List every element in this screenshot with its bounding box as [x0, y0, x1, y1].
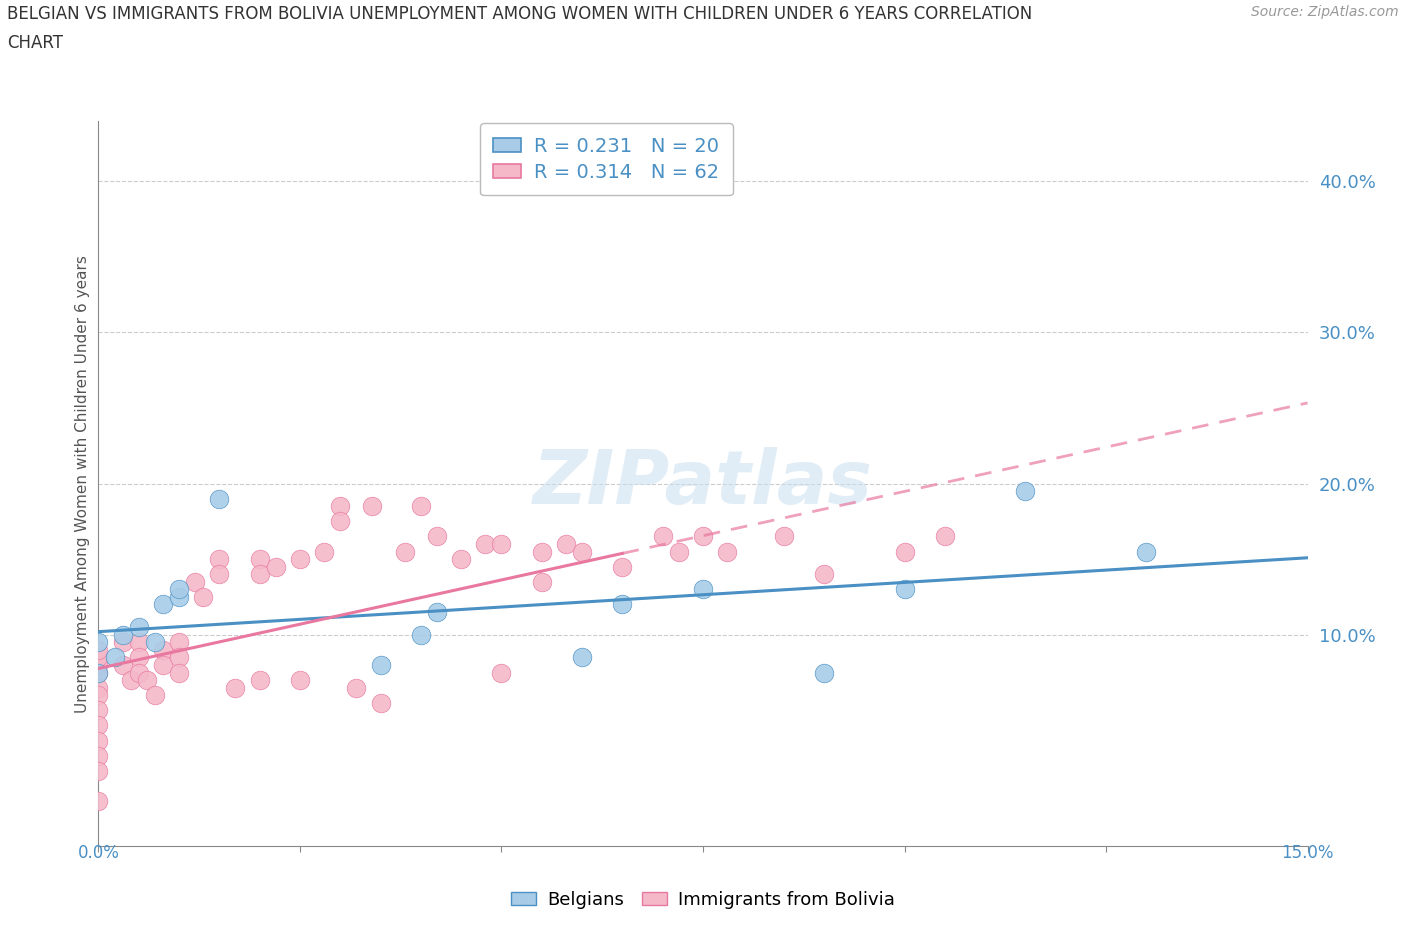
Point — [111, 628, 134, 643]
Point — [651, 529, 673, 544]
Point — [87, 793, 110, 808]
Point — [143, 635, 166, 650]
Point — [772, 529, 794, 544]
Point — [152, 597, 174, 612]
Point — [1135, 544, 1157, 559]
Point — [87, 718, 110, 733]
Point — [128, 635, 150, 650]
Point — [329, 498, 352, 513]
Point — [249, 551, 271, 566]
Point — [530, 575, 553, 590]
Point — [143, 688, 166, 703]
Point — [135, 672, 157, 687]
Point — [571, 650, 593, 665]
Point — [87, 703, 110, 718]
Point — [208, 491, 231, 506]
Point — [111, 658, 134, 672]
Point — [394, 544, 416, 559]
Point — [249, 672, 271, 687]
Point — [167, 650, 190, 665]
Point — [87, 658, 110, 672]
Point — [167, 665, 190, 680]
Point — [103, 650, 125, 665]
Point — [893, 582, 915, 597]
Point — [692, 529, 714, 544]
Point — [893, 544, 915, 559]
Point — [128, 619, 150, 634]
Point — [87, 680, 110, 695]
Point — [491, 665, 513, 680]
Point — [555, 537, 578, 551]
Point — [264, 559, 287, 574]
Point — [87, 748, 110, 763]
Point — [612, 597, 634, 612]
Point — [208, 551, 231, 566]
Point — [193, 590, 215, 604]
Point — [111, 635, 134, 650]
Point — [167, 590, 190, 604]
Point — [361, 498, 384, 513]
Point — [612, 559, 634, 574]
Text: 15.0%: 15.0% — [1281, 844, 1334, 862]
Point — [87, 764, 110, 778]
Point — [167, 635, 190, 650]
Point — [314, 544, 336, 559]
Point — [692, 582, 714, 597]
Point — [934, 529, 956, 544]
Point — [491, 537, 513, 551]
Point — [474, 537, 496, 551]
Point — [120, 672, 142, 687]
Point — [530, 544, 553, 559]
Point — [571, 544, 593, 559]
Point — [128, 650, 150, 665]
Point — [249, 567, 271, 582]
Point — [87, 688, 110, 703]
Text: BELGIAN VS IMMIGRANTS FROM BOLIVIA UNEMPLOYMENT AMONG WOMEN WITH CHILDREN UNDER : BELGIAN VS IMMIGRANTS FROM BOLIVIA UNEMP… — [7, 5, 1032, 22]
Point — [288, 672, 311, 687]
Point — [426, 529, 449, 544]
Legend: R = 0.231   N = 20, R = 0.314   N = 62: R = 0.231 N = 20, R = 0.314 N = 62 — [479, 124, 733, 195]
Text: CHART: CHART — [7, 34, 63, 52]
Point — [87, 643, 110, 658]
Point — [152, 658, 174, 672]
Point — [344, 680, 367, 695]
Point — [87, 635, 110, 650]
Point — [288, 551, 311, 566]
Point — [87, 733, 110, 748]
Point — [184, 575, 207, 590]
Point — [208, 567, 231, 582]
Point — [167, 582, 190, 597]
Point — [668, 544, 690, 559]
Point — [1014, 484, 1036, 498]
Point — [152, 643, 174, 658]
Text: Source: ZipAtlas.com: Source: ZipAtlas.com — [1251, 5, 1399, 19]
Point — [128, 665, 150, 680]
Point — [329, 514, 352, 529]
Point — [409, 498, 432, 513]
Point — [426, 604, 449, 619]
Point — [87, 665, 110, 680]
Text: 0.0%: 0.0% — [77, 844, 120, 862]
Point — [370, 696, 392, 711]
Point — [370, 658, 392, 672]
Legend: Belgians, Immigrants from Bolivia: Belgians, Immigrants from Bolivia — [503, 884, 903, 916]
Y-axis label: Unemployment Among Women with Children Under 6 years: Unemployment Among Women with Children U… — [75, 255, 90, 712]
Point — [87, 650, 110, 665]
Point — [450, 551, 472, 566]
Point — [409, 628, 432, 643]
Point — [224, 680, 246, 695]
Text: ZIPatlas: ZIPatlas — [533, 447, 873, 520]
Point — [813, 567, 835, 582]
Point — [716, 544, 738, 559]
Point — [813, 665, 835, 680]
Point — [87, 665, 110, 680]
